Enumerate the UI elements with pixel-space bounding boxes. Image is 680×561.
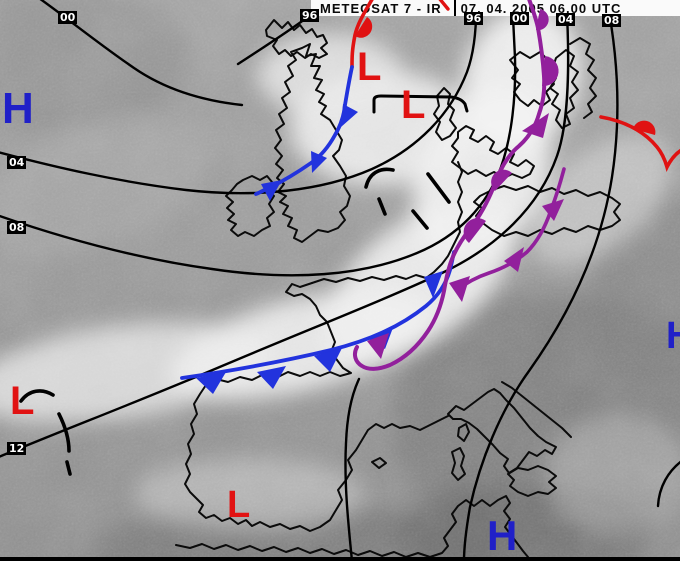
isobar-label-08-west: 08 [7, 221, 27, 234]
occluded-front-triangle [522, 113, 549, 138]
trough-lines [19, 167, 451, 476]
title-divider [453, 0, 456, 16]
low-iberia: L [227, 484, 250, 526]
warm-front-semicircle [633, 120, 656, 135]
coastline-mallorca [371, 457, 387, 469]
bottom-border-bar [0, 557, 680, 561]
coastline-sardinia [451, 447, 466, 481]
coastline-baltic-states [569, 37, 597, 119]
isobar-right-edge-arc [656, 460, 680, 508]
trough-dash [364, 167, 395, 189]
coastline-south-sweden [509, 51, 555, 107]
occluded-front-triangle [504, 247, 524, 272]
cold-front-line [254, 65, 354, 196]
coastline-france-biscay-north-spain [205, 282, 352, 386]
high-mediterranean: H [487, 512, 517, 559]
coastline-italy [447, 388, 557, 474]
isobar-iberia-segment [344, 377, 361, 561]
coastline-german-baltic [451, 125, 535, 179]
warm-front-east [599, 115, 680, 172]
low-baltic: L [401, 83, 425, 127]
cold-front-triangle [341, 104, 358, 127]
occluded-front-main [352, 0, 559, 371]
isobar-08-northeast [462, 0, 619, 561]
isobar-label-04-northeast: 04 [556, 13, 576, 26]
coastline-corsica [457, 423, 470, 442]
high-atlantic-nw: H [2, 84, 34, 133]
coastline-channel-lowlands [311, 161, 463, 284]
isobar-label-00-northeast: 00 [510, 12, 530, 25]
occluded-front-triangle [449, 276, 470, 302]
trough-dash [377, 197, 387, 216]
occluded-front-line [455, 167, 566, 292]
occluded-front-line [352, 0, 547, 371]
cold-front-line [180, 250, 456, 380]
coastlines [175, 19, 621, 558]
cold-front-triangle [311, 151, 327, 173]
occluded-front-semicircle [491, 169, 512, 191]
trough-dash [411, 209, 429, 230]
low-atlantic-sw: L [10, 379, 34, 423]
trough-dash [57, 412, 71, 453]
occluded-front-triangle [542, 199, 564, 221]
low-norwegian-sea: L [357, 45, 381, 89]
cold-front-north-sea [254, 65, 358, 201]
isobar-12-southwest [0, 0, 570, 458]
occluded-front-semicircle [542, 56, 559, 87]
isobar-label-00-northwest: 00 [58, 11, 78, 24]
coastline-adriatic-east [501, 381, 572, 438]
cold-front-triangle [196, 372, 226, 394]
high-east-edge: H [666, 315, 680, 357]
coastline-baltic-east [547, 49, 579, 129]
cold-front-triangle [257, 366, 286, 389]
occluded-front-triangle [367, 333, 389, 359]
trough-dash [65, 460, 72, 476]
cold-front-triangle [261, 180, 282, 201]
border-central-europe [473, 185, 621, 237]
occluded-front-branch [455, 167, 566, 292]
coastline-ireland [225, 175, 275, 237]
timestamp-label: 07. 04. 2005 06.00 UTC [460, 0, 622, 16]
cold-front-biscay [180, 250, 456, 394]
isobar-label-04-west: 04 [7, 156, 27, 169]
trough-dash [426, 172, 451, 204]
coastline-jutland [433, 87, 457, 141]
warm-front-semicircle [355, 17, 373, 38]
coastline-sicily [507, 465, 557, 497]
isobar-label-12-west: 12 [7, 442, 27, 455]
cold-front-triangle [424, 271, 443, 298]
cold-front-triangle [314, 348, 342, 372]
cold-front-triangle [367, 325, 394, 349]
warm-front-line [599, 115, 680, 172]
isobar-08-west [0, 0, 517, 277]
occluded-front-semicircle [463, 218, 486, 243]
coastline-norway [265, 19, 328, 59]
coastline-great-britain [274, 43, 351, 243]
isobar-label-08-northeast: 08 [602, 14, 622, 27]
product-title: METEOSAT 7 - IR [320, 0, 442, 16]
title-bar: METEOSAT 7 - IR 07. 04. 2005 06.00 UTC [311, 0, 680, 16]
isobar-label-96-north: 96 [300, 9, 320, 22]
coastline-iberia [184, 384, 449, 532]
isobar-label-96-northeast: 96 [464, 12, 484, 25]
